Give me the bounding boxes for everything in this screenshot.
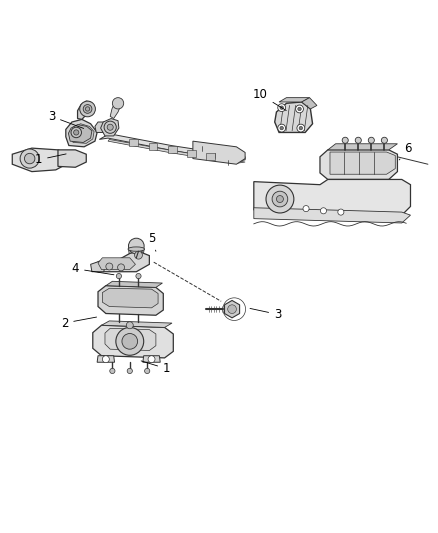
Polygon shape <box>97 356 115 362</box>
Circle shape <box>113 98 124 109</box>
Text: 1: 1 <box>35 154 66 166</box>
Circle shape <box>85 107 90 111</box>
Polygon shape <box>106 281 162 287</box>
Polygon shape <box>12 148 69 172</box>
Circle shape <box>127 368 132 374</box>
Polygon shape <box>254 208 410 223</box>
Polygon shape <box>98 258 135 270</box>
Circle shape <box>381 137 388 143</box>
Polygon shape <box>93 325 173 358</box>
Circle shape <box>355 137 361 143</box>
Polygon shape <box>143 356 160 362</box>
Circle shape <box>298 107 301 111</box>
Circle shape <box>342 137 348 143</box>
Circle shape <box>74 130 79 135</box>
Circle shape <box>134 251 142 259</box>
Polygon shape <box>330 152 395 174</box>
Circle shape <box>297 124 305 132</box>
Circle shape <box>280 106 283 109</box>
Polygon shape <box>225 301 240 318</box>
Circle shape <box>126 322 133 329</box>
Circle shape <box>110 368 115 374</box>
Circle shape <box>145 368 150 374</box>
Ellipse shape <box>128 247 145 251</box>
Polygon shape <box>275 102 313 133</box>
Circle shape <box>116 327 144 356</box>
Circle shape <box>276 196 283 203</box>
Polygon shape <box>91 261 106 272</box>
Polygon shape <box>328 144 397 150</box>
Circle shape <box>278 104 286 111</box>
Circle shape <box>321 208 326 214</box>
Polygon shape <box>129 139 138 146</box>
Polygon shape <box>66 119 97 147</box>
Circle shape <box>128 238 144 254</box>
Polygon shape <box>98 286 163 315</box>
Circle shape <box>266 185 294 213</box>
Text: 3: 3 <box>48 110 84 128</box>
Polygon shape <box>254 180 410 215</box>
Circle shape <box>25 154 35 164</box>
Polygon shape <box>128 249 144 258</box>
Circle shape <box>20 149 39 168</box>
Polygon shape <box>148 143 157 150</box>
Text: 5: 5 <box>148 232 156 251</box>
Circle shape <box>296 105 304 113</box>
Circle shape <box>280 126 283 130</box>
Polygon shape <box>92 251 149 272</box>
Circle shape <box>278 124 286 132</box>
Text: 2: 2 <box>61 317 97 329</box>
Polygon shape <box>279 98 310 102</box>
Circle shape <box>148 356 155 362</box>
Circle shape <box>368 137 374 143</box>
Polygon shape <box>58 150 86 167</box>
Polygon shape <box>110 100 121 118</box>
Polygon shape <box>69 124 94 143</box>
Circle shape <box>117 264 124 271</box>
Circle shape <box>338 209 344 215</box>
Polygon shape <box>302 98 317 109</box>
Circle shape <box>303 206 309 212</box>
Polygon shape <box>168 146 177 153</box>
Polygon shape <box>68 125 92 142</box>
Circle shape <box>104 121 116 133</box>
Circle shape <box>102 356 110 362</box>
Polygon shape <box>108 140 245 163</box>
Polygon shape <box>78 101 92 119</box>
Polygon shape <box>95 122 107 133</box>
Text: 1: 1 <box>141 361 170 375</box>
Polygon shape <box>320 150 397 180</box>
Circle shape <box>71 127 81 138</box>
Circle shape <box>272 191 288 207</box>
Polygon shape <box>206 153 215 160</box>
Circle shape <box>83 104 92 114</box>
Text: 4: 4 <box>72 262 114 275</box>
Polygon shape <box>101 118 119 136</box>
Circle shape <box>228 305 237 313</box>
Circle shape <box>106 263 113 270</box>
Circle shape <box>122 334 138 349</box>
Polygon shape <box>193 141 245 164</box>
Circle shape <box>299 126 303 130</box>
Polygon shape <box>99 134 245 161</box>
Text: 10: 10 <box>253 88 286 110</box>
Circle shape <box>116 273 121 279</box>
Circle shape <box>107 124 113 130</box>
Circle shape <box>80 101 95 117</box>
Polygon shape <box>105 328 156 351</box>
Polygon shape <box>102 288 158 308</box>
Circle shape <box>136 273 141 279</box>
Polygon shape <box>102 321 172 327</box>
Text: 3: 3 <box>250 308 282 321</box>
Text: 6: 6 <box>399 142 412 160</box>
Polygon shape <box>187 150 196 157</box>
